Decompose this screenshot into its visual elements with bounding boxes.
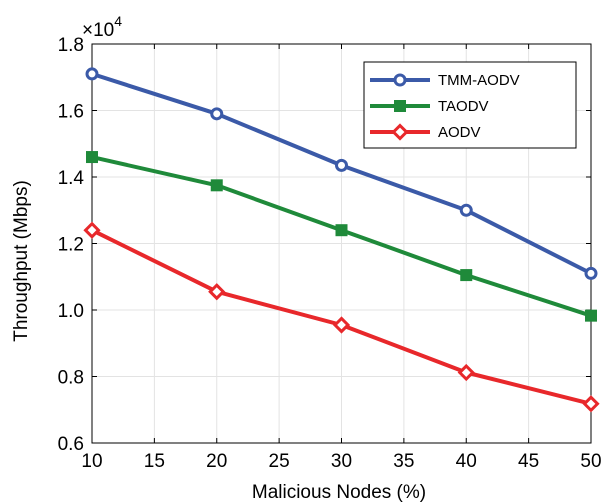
x-tick-label: 15	[144, 451, 165, 472]
x-axis-ticks: 10 15 20 25 30 35 40 45 50	[81, 44, 602, 472]
legend: TMM-AODV TAODV AODV	[363, 61, 577, 149]
data-point-taodv	[210, 179, 223, 192]
x-tick-label: 10	[81, 451, 102, 472]
legend-item-taodv: TAODV	[370, 98, 489, 115]
y-tick-label: 1.6	[58, 102, 84, 123]
x-tick-label: 50	[580, 451, 601, 472]
data-point-aodv	[457, 363, 475, 382]
x-tick-label: 30	[331, 451, 352, 472]
legend-marker-taodv	[394, 100, 406, 112]
y-tick-label: 1.4	[58, 168, 85, 189]
data-point-aodv	[582, 395, 600, 413]
y-tick-label: 0.8	[58, 368, 84, 389]
y-multiplier: ×104	[82, 13, 122, 41]
y-tick-label: 1.2	[58, 235, 84, 256]
x-tick-label: 40	[456, 451, 477, 472]
y-tick-label: 0.6	[58, 434, 84, 455]
x-tick-label: 20	[206, 451, 227, 472]
x-tick-label: 45	[518, 451, 539, 472]
x-tick-label: 25	[269, 451, 290, 472]
data-point-aodv	[208, 283, 226, 301]
data-point-tmm-aodv	[584, 266, 598, 280]
series-group	[83, 67, 600, 413]
legend-label-taodv: TAODV	[438, 98, 489, 115]
legend-item-aodv: AODV	[370, 123, 481, 141]
y-axis-label: Throughput (Mbps)	[11, 180, 32, 342]
y-tick-label: 1.0	[58, 301, 84, 322]
y-axis-ticks: 0.6 0.8 1.0 1.2 1.4 1.6 1.8	[58, 35, 591, 455]
data-point-taodv	[86, 151, 98, 164]
y-multiplier-base: ×10	[82, 20, 114, 41]
data-point-tmm-aodv	[85, 67, 99, 81]
legend-label-tmm-aodv: TMM-AODV	[438, 72, 520, 89]
data-point-taodv	[585, 309, 597, 322]
data-point-aodv	[332, 316, 351, 334]
legend-item-tmm-aodv: TMM-AODV	[370, 72, 520, 89]
legend-label-aodv: AODV	[438, 124, 481, 141]
data-point-taodv	[460, 269, 473, 282]
legend-marker-tmm-aodv	[393, 73, 407, 87]
x-axis-label: Malicious Nodes (%)	[252, 482, 426, 503]
series-tmm-aodv	[85, 67, 598, 280]
legend-marker-aodv	[391, 123, 409, 141]
data-point-tmm-aodv	[459, 203, 473, 217]
data-point-taodv	[335, 224, 348, 237]
y-tick-label: 1.8	[58, 35, 84, 56]
data-point-tmm-aodv	[210, 107, 224, 121]
data-point-tmm-aodv	[335, 158, 348, 172]
x-tick-label: 35	[393, 451, 414, 472]
series-aodv	[83, 221, 600, 413]
series-taodv	[86, 151, 597, 322]
data-point-aodv	[83, 221, 101, 239]
y-multiplier-exponent: 4	[114, 13, 122, 29]
